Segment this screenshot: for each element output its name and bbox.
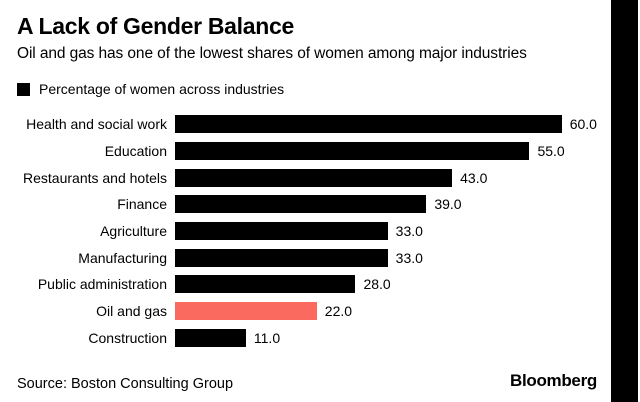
legend-swatch-icon xyxy=(17,82,30,96)
bar xyxy=(175,275,356,294)
chart-title: A Lack of Gender Balance xyxy=(17,13,294,39)
right-edge-band xyxy=(611,0,638,402)
category-label: Construction xyxy=(88,329,167,346)
category-label: Finance xyxy=(117,196,167,213)
legend-label: Percentage of women across industries xyxy=(39,81,285,97)
bar xyxy=(175,168,453,187)
bar xyxy=(175,248,388,267)
category-label: Public administration xyxy=(37,276,167,293)
bar xyxy=(175,302,317,321)
bar xyxy=(175,115,562,134)
chart-subtitle: Oil and gas has one of the lowest shares… xyxy=(17,45,527,62)
category-label: Restaurants and hotels xyxy=(23,169,167,186)
legend: Percentage of women across industries xyxy=(17,81,284,97)
category-label: Health and social work xyxy=(26,116,167,133)
value-label: 11.0 xyxy=(253,329,281,346)
bar-row: Agriculture 33.0 xyxy=(0,218,611,245)
bar-chart: Health and social work 60.0 Education 55… xyxy=(0,111,611,351)
value-label: 60.0 xyxy=(569,116,597,133)
bar-row: Manufacturing 33.0 xyxy=(0,244,611,271)
value-label: 22.0 xyxy=(324,303,353,320)
bloomberg-logo: Bloomberg xyxy=(509,371,597,390)
bar xyxy=(175,195,427,214)
value-label: 55.0 xyxy=(537,143,565,160)
category-label: Oil and gas xyxy=(96,303,167,320)
category-label: Manufacturing xyxy=(78,249,167,266)
bar-row: Restaurants and hotels 43.0 xyxy=(0,164,611,191)
value-label: 33.0 xyxy=(395,223,423,240)
bar-row: Construction 11.0 xyxy=(0,325,611,352)
bar-row: Oil and gas 22.0 xyxy=(0,298,611,325)
value-label: 33.0 xyxy=(395,249,423,266)
bar xyxy=(175,142,530,161)
bar-row: Public administration 28.0 xyxy=(0,271,611,298)
bar-row: Finance 39.0 xyxy=(0,191,611,218)
value-label: 28.0 xyxy=(363,276,391,293)
value-label: 39.0 xyxy=(434,196,462,213)
category-label: Education xyxy=(104,143,167,160)
bar-row: Health and social work 60.0 xyxy=(0,111,611,138)
category-label: Agriculture xyxy=(100,223,167,240)
bar-row: Education 55.0 xyxy=(0,138,611,165)
bar xyxy=(175,222,388,241)
source-note: Source: Boston Consulting Group xyxy=(17,376,234,392)
bar xyxy=(175,328,246,347)
value-label: 43.0 xyxy=(460,169,488,186)
